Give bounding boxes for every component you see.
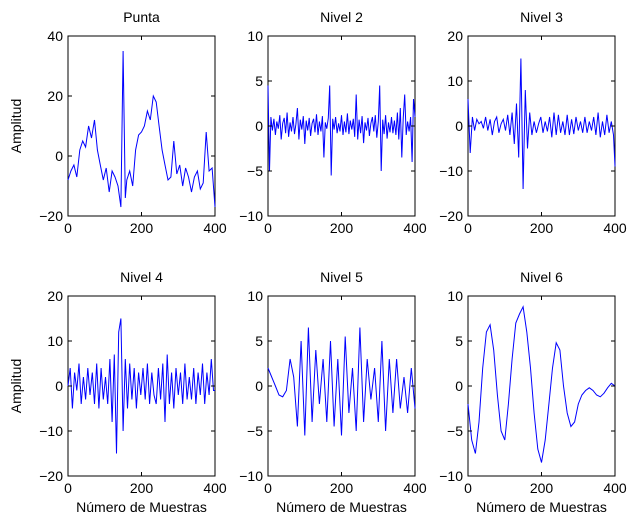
y-tick-label: −20 <box>39 468 63 484</box>
y-tick-label: −5 <box>247 163 263 179</box>
x-tick-label: 400 <box>603 220 627 236</box>
axes-frame <box>67 35 216 217</box>
y-tick-label: 5 <box>255 333 263 349</box>
x-axis-label: Número de Muestras <box>476 499 607 515</box>
subplot-6: 0 200 400 −10 −5 0 5 10 Nivel 6 Número de Muestra… <box>439 269 627 515</box>
subplot-2: 0 200 400 −10 −5 0 5 10 Nivel 2 <box>239 9 427 236</box>
series-line <box>267 85 416 176</box>
series-line <box>267 327 416 436</box>
y-tick-label: 20 <box>47 288 63 304</box>
y-tick-label: 20 <box>447 28 463 44</box>
subplot-title: Nivel 4 <box>120 269 163 285</box>
x-tick-label: 400 <box>403 220 427 236</box>
y-tick-label: 0 <box>55 148 63 164</box>
y-tick-label: 10 <box>47 333 63 349</box>
x-tick-label: 400 <box>203 480 227 496</box>
subplot-5: 0 200 400 −10 −5 0 5 10 Nivel 5 Número de Muestra… <box>239 269 427 515</box>
y-tick-label: 40 <box>47 28 63 44</box>
y-tick-label: −20 <box>439 208 463 224</box>
subplot-title: Nivel 6 <box>520 269 563 285</box>
x-tick-label: 200 <box>530 480 554 496</box>
y-tick-label: 20 <box>47 88 63 104</box>
y-tick-label: 10 <box>247 28 263 44</box>
x-axis-label: Número de Muestras <box>276 499 407 515</box>
x-tick-label: 400 <box>203 220 227 236</box>
x-tick-label: 0 <box>464 220 472 236</box>
y-tick-label: 0 <box>455 118 463 134</box>
x-tick-label: 400 <box>603 480 627 496</box>
series-line <box>467 305 616 463</box>
x-axis-label: Número de Muestras <box>76 499 207 515</box>
subplot-title: Nivel 2 <box>320 9 363 25</box>
subplot-title: Nivel 5 <box>320 269 363 285</box>
y-tick-label: −10 <box>239 468 263 484</box>
y-tick-label: 10 <box>247 288 263 304</box>
axes-frame <box>267 295 416 477</box>
y-tick-label: 0 <box>255 378 263 394</box>
y-tick-label: 0 <box>255 118 263 134</box>
subplot-title: Nivel 3 <box>520 9 563 25</box>
y-tick-label: −10 <box>239 208 263 224</box>
y-tick-label: 5 <box>455 333 463 349</box>
x-tick-label: 0 <box>264 480 272 496</box>
series-line <box>67 50 216 208</box>
y-axis-label: Amplitud <box>8 359 24 413</box>
x-tick-label: 200 <box>130 220 154 236</box>
x-tick-label: 0 <box>64 220 72 236</box>
x-tick-label: 0 <box>264 220 272 236</box>
series-line <box>467 58 616 190</box>
y-axis-label: Amplitud <box>8 99 24 153</box>
y-tick-label: 0 <box>455 378 463 394</box>
y-tick-label: 0 <box>55 378 63 394</box>
y-tick-label: −10 <box>439 468 463 484</box>
subplot-title: Punta <box>123 9 160 25</box>
y-tick-label: 10 <box>447 73 463 89</box>
x-tick-label: 200 <box>130 480 154 496</box>
x-tick-label: 200 <box>530 220 554 236</box>
y-tick-label: −20 <box>39 208 63 224</box>
y-tick-label: 5 <box>255 73 263 89</box>
x-tick-label: 200 <box>330 480 354 496</box>
axes-frame <box>467 295 616 477</box>
x-tick-label: 0 <box>464 480 472 496</box>
x-tick-label: 200 <box>330 220 354 236</box>
axes-frame <box>467 35 616 217</box>
y-tick-label: −5 <box>247 423 263 439</box>
x-tick-label: 400 <box>403 480 427 496</box>
y-tick-label: −10 <box>39 423 63 439</box>
y-tick-label: −10 <box>439 163 463 179</box>
subplot-3: 0 200 400 −20 −10 0 10 20 Nivel 3 <box>439 9 627 236</box>
subplot-4: 0 200 400 −20 −10 0 10 20 Nivel 4 Número de Muest… <box>8 269 227 515</box>
y-tick-label: 10 <box>447 288 463 304</box>
series-line <box>67 318 215 454</box>
y-tick-label: −5 <box>447 423 463 439</box>
x-tick-label: 0 <box>64 480 72 496</box>
